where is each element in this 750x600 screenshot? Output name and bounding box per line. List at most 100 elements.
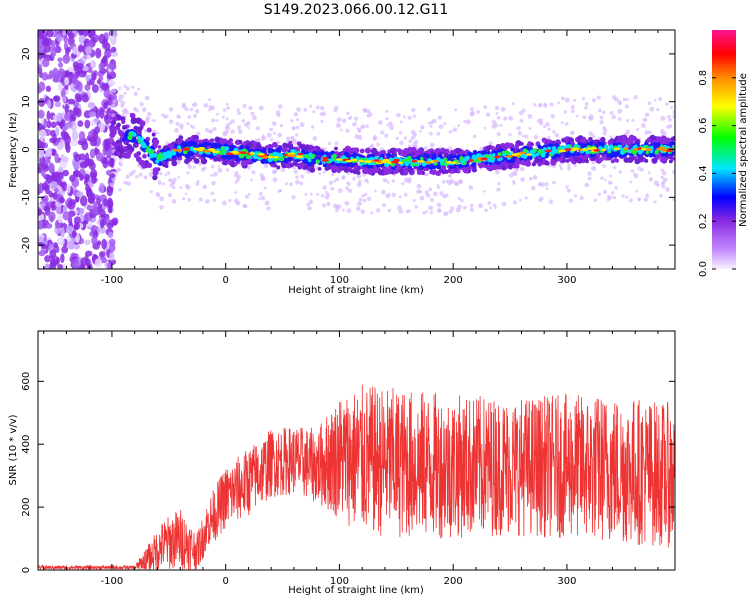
spectrogram-peak-point (322, 156, 329, 160)
spectrogram-noise-blob (105, 140, 112, 150)
spectrogram-faint-point (519, 118, 524, 123)
spectrogram-core-point (201, 142, 207, 148)
spectrogram-faint-point (672, 109, 675, 115)
spectrogram-faint-point (168, 119, 174, 124)
spectrogram-band-point (534, 156, 541, 163)
spectrogram-faint-point (543, 124, 547, 129)
spectrogram-faint-point (148, 112, 152, 116)
spectrogram-faint-point (445, 212, 449, 216)
spectrogram-noise-blob (41, 38, 47, 48)
spectrogram-core-point (488, 161, 493, 166)
spectrogram-noise-blob (95, 152, 104, 162)
spectrogram-faint-point (519, 166, 525, 172)
spectrogram-faint-point (660, 175, 664, 180)
spectrogram-ridge-point (331, 153, 337, 159)
spectrogram-noise-blob (50, 201, 57, 212)
spectrogram-faint-point (512, 179, 516, 183)
spectrogram-faint-point (537, 183, 541, 187)
spectrogram-faint-point (614, 186, 618, 190)
spectrogram-band-point (337, 152, 343, 157)
spectrogram-core-point (425, 154, 431, 159)
spectrogram-faint-point (582, 115, 587, 120)
spectrogram-faint-point (663, 132, 667, 135)
spectrogram-noise-blob (73, 243, 81, 250)
spectrogram-peak-point (358, 159, 364, 163)
spectrogram-faint-point (469, 107, 474, 112)
spectrogram-faint-point (138, 172, 143, 177)
spectrogram-faint-point (205, 199, 210, 204)
spectrogram-band-point (135, 156, 142, 163)
spectrogram-noise-blob (77, 44, 84, 53)
spectrogram-faint-point (212, 127, 217, 132)
spectrogram-faint-point (174, 128, 179, 133)
spectrogram-noise-blob (68, 199, 77, 206)
spectrogram-band-point (152, 167, 159, 174)
spectrogram-faint-point (370, 211, 374, 215)
spectrogram-faint-point (118, 161, 122, 165)
spectrogram-faint-point (416, 183, 422, 189)
spectrogram-ridge-point (245, 154, 251, 160)
spectrogram-ridge-point (162, 151, 167, 156)
spectrogram-faint-point (609, 135, 613, 139)
spectrogram-faint-point (660, 115, 666, 121)
spectrogram-faint-point (508, 133, 512, 137)
spectrogram-peak-point (623, 147, 629, 150)
spectrogram-faint-point (139, 102, 144, 107)
spectrogram-faint-point (258, 197, 261, 200)
spectrogram-noise-blob (93, 117, 100, 124)
spectrogram-band-point (346, 146, 352, 151)
spectrogram-band-point (121, 119, 126, 125)
spectrogram-peak-point (641, 147, 647, 151)
spectrogram-band-point (455, 147, 461, 154)
spectrogram-ridge-point (279, 155, 285, 162)
spectrogram-band-point (661, 135, 667, 141)
spectrogram-band-point (118, 130, 125, 137)
spectrogram-faint-point (211, 180, 216, 186)
spectrogram-faint-point (139, 149, 143, 152)
spectrogram-faint-point (109, 182, 115, 187)
spectrogram-faint-point (266, 206, 271, 211)
spectrogram-core-point (471, 163, 475, 167)
spectrogram-core-point (312, 160, 316, 165)
spectrogram-core-point (212, 142, 218, 148)
spectrogram-faint-point (564, 97, 570, 103)
colorbar-tick-label: 0.6 (698, 118, 709, 134)
spectrogram-faint-point (189, 107, 194, 112)
spectrogram-core-point (606, 152, 611, 158)
spectrogram-faint-point (315, 105, 320, 110)
spectrogram-peak-point (176, 149, 183, 152)
spectrogram-faint-point (469, 207, 474, 212)
spectrogram-noise-blob (52, 72, 60, 83)
spectrogram-noise-blob (78, 70, 87, 78)
spectrogram-core-point (145, 141, 150, 146)
spectrogram-faint-point (391, 192, 397, 198)
spectrogram-noise-blob (64, 112, 71, 122)
spectrogram-noise-blob (62, 211, 70, 221)
spectrogram-faint-point (187, 165, 192, 169)
spectrogram-faint-point (273, 131, 277, 135)
spectrogram-noise-blob (69, 174, 76, 182)
spectrogram-ridge-point (290, 148, 296, 154)
spectrogram-faint-point (411, 134, 416, 139)
spectrogram-ridge-point (537, 148, 543, 154)
spectrogram-faint-point (668, 118, 672, 122)
spectrogram-peak-point (450, 161, 457, 165)
spectrogram-faint-point (656, 107, 660, 112)
spectrogram-band-point (595, 157, 600, 162)
spectrogram-faint-point (336, 117, 342, 123)
spectrogram-core-point (661, 152, 666, 157)
spectrogram-band-point (151, 132, 156, 137)
spectrogram-noise-blob (48, 162, 55, 174)
spectrogram-peak-point (510, 153, 519, 156)
spectrogram-faint-point (665, 187, 670, 192)
spectrogram-faint-point (248, 105, 253, 111)
spectrogram-band-point (139, 160, 146, 166)
spectrogram-faint-point (334, 105, 339, 111)
spectrogram-faint-point (320, 146, 324, 150)
spectrogram-noise-blob (48, 211, 56, 222)
spectrogram-faint-point (638, 197, 641, 201)
spectrogram-faint-point (327, 141, 332, 146)
spectrogram-faint-point (202, 184, 208, 190)
spectrogram-faint-point (195, 182, 200, 186)
spectrogram-faint-point (225, 168, 230, 172)
